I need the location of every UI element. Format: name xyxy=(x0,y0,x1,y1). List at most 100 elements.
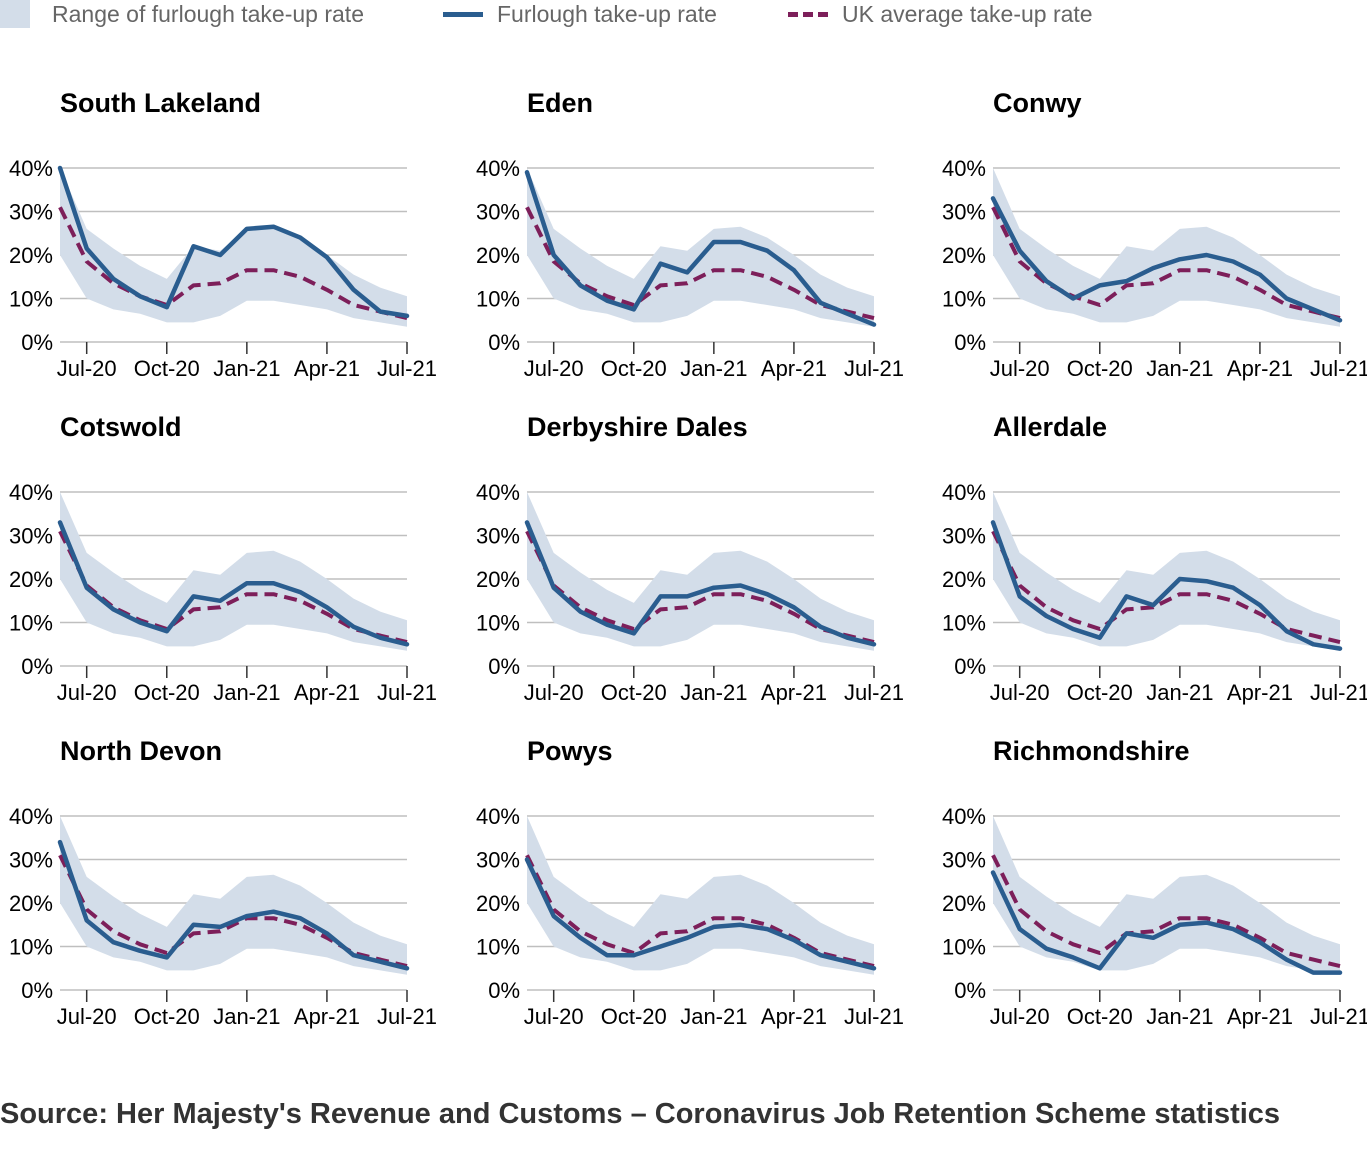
y-tick-label: 10% xyxy=(476,935,520,960)
x-tick-label: Oct-20 xyxy=(1067,1004,1133,1029)
x-tick-label: Apr-21 xyxy=(294,1004,360,1029)
x-tick-label: Jul-20 xyxy=(990,356,1050,381)
x-tick-label: Oct-20 xyxy=(1067,356,1133,381)
x-tick-label: Jul-21 xyxy=(377,1004,437,1029)
x-tick-label: Jul-21 xyxy=(844,680,904,705)
legend-furlough-label: Furlough take-up rate xyxy=(497,1,717,27)
x-tick-label: Apr-21 xyxy=(1227,680,1293,705)
x-tick-label: Jan-21 xyxy=(213,1004,280,1029)
range-band xyxy=(527,492,874,651)
x-tick-label: Jul-20 xyxy=(57,680,117,705)
x-tick-label: Jan-21 xyxy=(680,1004,747,1029)
x-tick-label: Apr-21 xyxy=(1227,1004,1293,1029)
y-tick-label: 10% xyxy=(942,287,986,312)
panel-title: Cotswold xyxy=(60,412,182,442)
y-tick-label: 30% xyxy=(9,848,53,873)
chart-panel: Derbyshire Dales 0% 10% 20% 30% 40% Jul-20 Oct-… xyxy=(467,410,907,710)
panel-title: North Devon xyxy=(60,736,222,766)
y-tick-label: 40% xyxy=(942,480,986,505)
y-tick-label: 30% xyxy=(942,848,986,873)
uk-average-line xyxy=(525,530,875,645)
x-tick-label: Jan-21 xyxy=(1146,680,1213,705)
furlough-line xyxy=(57,165,410,319)
y-tick-label: 30% xyxy=(9,524,53,549)
furlough-line xyxy=(990,870,1343,975)
solid-line-swatch-icon xyxy=(443,11,483,17)
x-tick-label: Jul-20 xyxy=(524,680,584,705)
panel-title: Conwy xyxy=(993,88,1082,118)
y-tick-label: 30% xyxy=(942,524,986,549)
y-tick-label: 10% xyxy=(9,935,53,960)
furlough-line xyxy=(524,520,877,647)
range-band xyxy=(60,816,407,975)
y-tick-label: 40% xyxy=(476,480,520,505)
y-tick-label: 40% xyxy=(942,804,986,829)
x-tick-label: Jul-20 xyxy=(524,356,584,381)
y-tick-label: 40% xyxy=(9,480,53,505)
x-tick-label: Jan-21 xyxy=(213,680,280,705)
panel-title: Allerdale xyxy=(993,412,1108,442)
x-tick-label: Jul-20 xyxy=(57,1004,117,1029)
source-note: Source: Her Majesty's Revenue and Custom… xyxy=(0,1098,1281,1130)
y-tick-label: 40% xyxy=(942,156,986,181)
x-tick-label: Oct-20 xyxy=(134,356,200,381)
x-tick-label: Oct-20 xyxy=(134,1004,200,1029)
range-swatch-icon xyxy=(0,0,30,28)
y-tick-label: 20% xyxy=(942,567,986,592)
y-tick-label: 20% xyxy=(9,891,53,916)
legend-item-furlough: Furlough take-up rate xyxy=(443,0,717,28)
x-tick-label: Jul-21 xyxy=(1310,356,1367,381)
panel-chart-svg: 0% 10% 20% 30% 40% Jul-20 Oct-20 Jan-21 Apr-21 Ju… xyxy=(942,156,1367,381)
y-tick-label: 0% xyxy=(488,978,520,1003)
furlough-line xyxy=(524,857,877,971)
chart-panel: Powys 0% 10% 20% 30% 40% Jul-20 Oct-20 Jan-21 Apr… xyxy=(467,734,907,1034)
panel-title: Derbyshire Dales xyxy=(527,412,748,442)
y-tick-label: 10% xyxy=(942,611,986,636)
chart-panel: Conwy 0% 10% 20% 30% 40% Jul-20 Oct-20 Jan-21 Apr… xyxy=(933,86,1367,386)
uk-average-line xyxy=(525,206,875,321)
x-tick-label: Jul-21 xyxy=(377,356,437,381)
y-tick-label: 20% xyxy=(9,567,53,592)
y-tick-label: 10% xyxy=(9,611,53,636)
x-tick-label: Jul-21 xyxy=(1310,1004,1367,1029)
furlough-line xyxy=(57,839,410,971)
legend: Range of furlough take-up rate Furlough … xyxy=(0,0,1367,40)
x-tick-label: Apr-21 xyxy=(294,356,360,381)
y-tick-label: 30% xyxy=(476,524,520,549)
panel-title: Eden xyxy=(527,88,594,118)
panel-chart-svg: 0% 10% 20% 30% 40% Jul-20 Oct-20 Jan-21 Apr-21 Ju… xyxy=(9,804,437,1029)
y-tick-label: 40% xyxy=(9,156,53,181)
y-tick-label: 0% xyxy=(954,330,986,355)
x-tick-label: Oct-20 xyxy=(134,680,200,705)
x-tick-label: Oct-20 xyxy=(601,1004,667,1029)
panel-chart-svg: 0% 10% 20% 30% 40% Jul-20 Oct-20 Jan-21 Apr-21 Ju… xyxy=(476,480,904,705)
x-tick-label: Jan-21 xyxy=(213,356,280,381)
uk-average-line xyxy=(58,530,408,645)
dashed-line-swatch-icon xyxy=(788,11,828,17)
panel-chart-svg: 0% 10% 20% 30% 40% Jul-20 Oct-20 Jan-21 Apr-21 Ju… xyxy=(9,480,437,705)
y-tick-label: 30% xyxy=(476,848,520,873)
uk-average-line xyxy=(58,206,408,321)
x-tick-label: Apr-21 xyxy=(1227,356,1293,381)
y-tick-label: 30% xyxy=(9,200,53,225)
chart-panel: North Devon 0% 10% 20% 30% 40% Jul-20 Oct-20 Jan… xyxy=(0,734,440,1034)
y-tick-label: 30% xyxy=(476,200,520,225)
y-tick-label: 0% xyxy=(954,654,986,679)
furlough-line xyxy=(990,196,1343,323)
range-band xyxy=(60,168,407,327)
range-band xyxy=(60,492,407,651)
panel-chart-svg: 0% 10% 20% 30% 40% Jul-20 Oct-20 Jan-21 Apr-21 Ju… xyxy=(9,156,437,381)
uk-average-line xyxy=(991,206,1341,321)
legend-item-uk-average: UK average take-up rate xyxy=(788,0,1093,28)
range-band xyxy=(993,168,1340,327)
x-tick-label: Oct-20 xyxy=(601,356,667,381)
panel-chart-svg: 0% 10% 20% 30% 40% Jul-20 Oct-20 Jan-21 Apr-21 Ju… xyxy=(476,156,904,381)
y-tick-label: 0% xyxy=(21,330,53,355)
y-tick-label: 20% xyxy=(942,891,986,916)
x-tick-label: Jan-21 xyxy=(680,680,747,705)
x-tick-label: Apr-21 xyxy=(761,356,827,381)
legend-uk-label: UK average take-up rate xyxy=(842,1,1093,27)
x-tick-label: Jul-21 xyxy=(1310,680,1367,705)
panel-chart-svg: 0% 10% 20% 30% 40% Jul-20 Oct-20 Jan-21 Apr-21 Ju… xyxy=(942,804,1367,1029)
y-tick-label: 0% xyxy=(21,978,53,1003)
